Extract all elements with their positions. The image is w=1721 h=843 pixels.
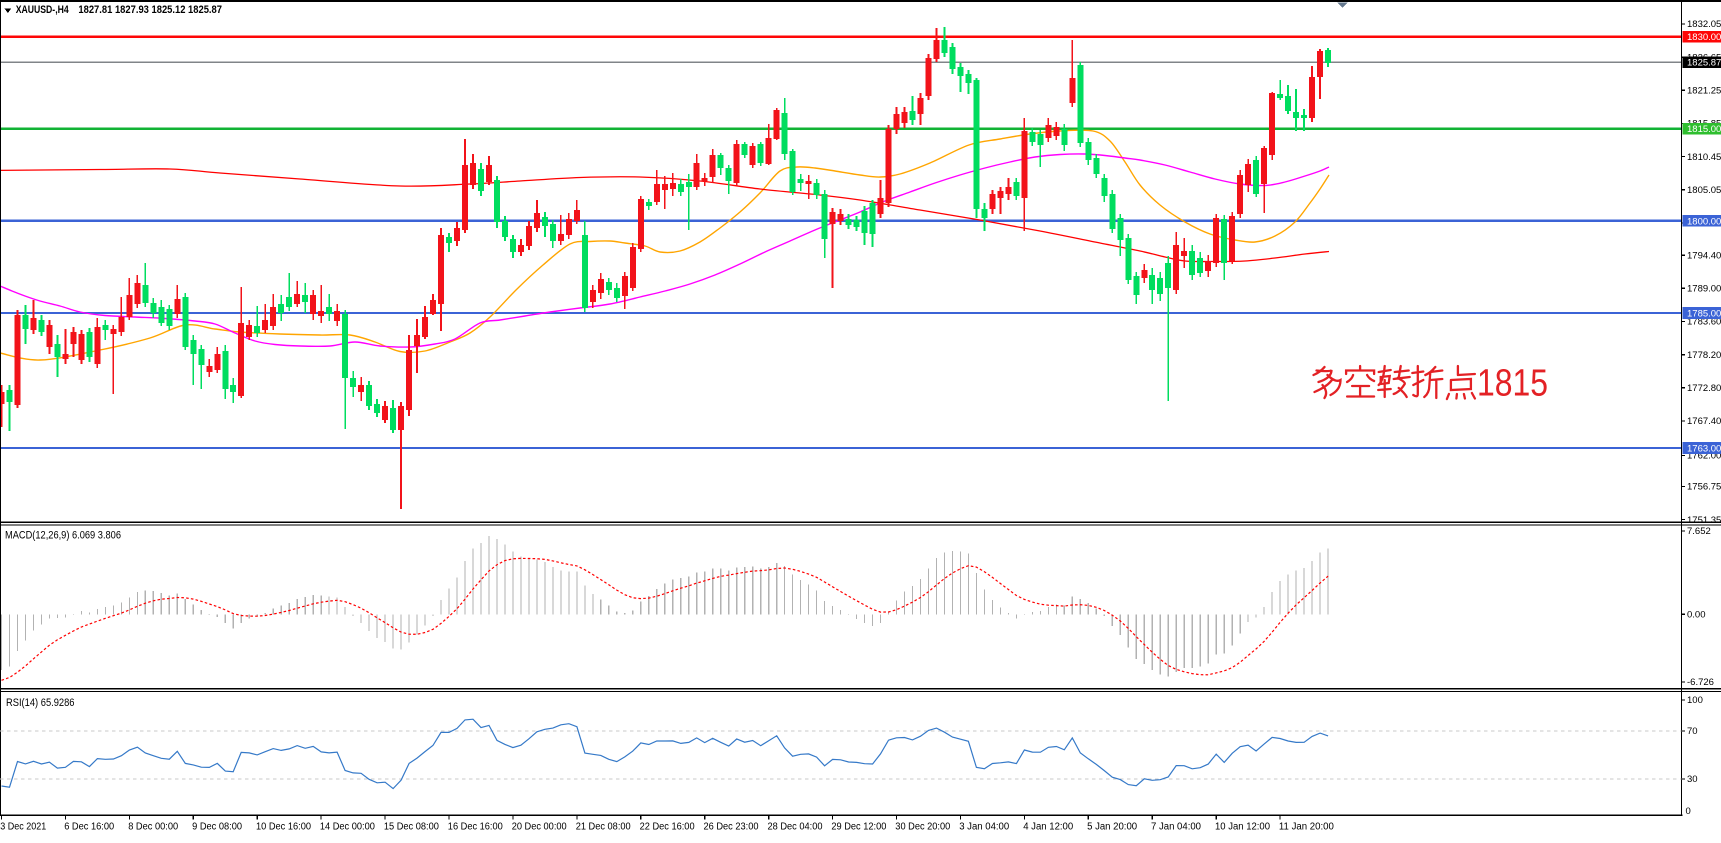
svg-text:70: 70 xyxy=(1687,726,1698,737)
svg-text:5 Jan 20:00: 5 Jan 20:00 xyxy=(1087,822,1137,833)
svg-text:30: 30 xyxy=(1687,774,1698,785)
svg-text:1825.87: 1825.87 xyxy=(1687,58,1721,69)
svg-text:22 Dec 16:00: 22 Dec 16:00 xyxy=(640,822,695,833)
svg-text:1767.40: 1767.40 xyxy=(1687,416,1721,427)
svg-text:1832.05: 1832.05 xyxy=(1687,19,1721,30)
svg-text:26 Dec 23:00: 26 Dec 23:00 xyxy=(704,822,759,833)
svg-text:1789.00: 1789.00 xyxy=(1687,284,1721,295)
svg-text:20 Dec 00:00: 20 Dec 00:00 xyxy=(512,822,567,833)
svg-text:1800.00: 1800.00 xyxy=(1687,216,1721,227)
svg-text:9 Dec 08:00: 9 Dec 08:00 xyxy=(192,822,242,833)
svg-text:1794.40: 1794.40 xyxy=(1687,250,1721,261)
svg-text:7.652: 7.652 xyxy=(1687,526,1711,537)
svg-text:1756.75: 1756.75 xyxy=(1687,482,1721,493)
svg-text:11 Jan 20:00: 11 Jan 20:00 xyxy=(1279,822,1334,833)
svg-text:15 Dec 08:00: 15 Dec 08:00 xyxy=(384,822,439,833)
svg-text:4 Jan 12:00: 4 Jan 12:00 xyxy=(1023,822,1073,833)
svg-text:6 Dec 16:00: 6 Dec 16:00 xyxy=(64,822,114,833)
svg-text:XAUUSD-,H4: XAUUSD-,H4 xyxy=(16,4,70,16)
svg-text:10 Jan 12:00: 10 Jan 12:00 xyxy=(1215,822,1270,833)
svg-text:1805.05: 1805.05 xyxy=(1687,185,1721,196)
svg-text:7 Jan 04:00: 7 Jan 04:00 xyxy=(1151,822,1201,833)
svg-text:-6.726: -6.726 xyxy=(1687,677,1714,688)
svg-text:29 Dec 12:00: 29 Dec 12:00 xyxy=(831,822,886,833)
svg-text:21 Dec 08:00: 21 Dec 08:00 xyxy=(576,822,631,833)
svg-text:1830.00: 1830.00 xyxy=(1687,32,1721,43)
svg-text:1821.25: 1821.25 xyxy=(1687,86,1721,97)
svg-text:0: 0 xyxy=(1686,806,1691,817)
svg-text:3 Dec 2021: 3 Dec 2021 xyxy=(0,822,46,833)
svg-text:1815: 1815 xyxy=(1477,363,1548,405)
svg-text:14 Dec 00:00: 14 Dec 00:00 xyxy=(320,822,375,833)
svg-text:30 Dec 20:00: 30 Dec 20:00 xyxy=(895,822,950,833)
svg-text:28 Dec 04:00: 28 Dec 04:00 xyxy=(768,822,823,833)
svg-text:1785.00: 1785.00 xyxy=(1687,308,1721,319)
svg-text:1815.00: 1815.00 xyxy=(1687,124,1721,135)
svg-text:MACD(12,26,9) 6.069 3.806: MACD(12,26,9) 6.069 3.806 xyxy=(5,530,121,542)
svg-text:1763.00: 1763.00 xyxy=(1687,443,1721,454)
svg-text:1810.45: 1810.45 xyxy=(1687,152,1721,163)
svg-text:0.00: 0.00 xyxy=(1687,610,1706,621)
svg-text:1751.35: 1751.35 xyxy=(1687,515,1721,526)
svg-text:RSI(14) 65.9286: RSI(14) 65.9286 xyxy=(6,697,75,709)
svg-text:1772.80: 1772.80 xyxy=(1687,383,1721,394)
svg-text:3 Jan 04:00: 3 Jan 04:00 xyxy=(959,822,1009,833)
svg-text:1827.81 1827.93 1825.12 1825.8: 1827.81 1827.93 1825.12 1825.87 xyxy=(78,4,222,16)
svg-text:8 Dec 00:00: 8 Dec 00:00 xyxy=(128,822,178,833)
svg-text:100: 100 xyxy=(1687,695,1703,706)
svg-text:16 Dec 16:00: 16 Dec 16:00 xyxy=(448,822,503,833)
svg-text:10 Dec 16:00: 10 Dec 16:00 xyxy=(256,822,311,833)
svg-text:1778.20: 1778.20 xyxy=(1687,350,1721,361)
